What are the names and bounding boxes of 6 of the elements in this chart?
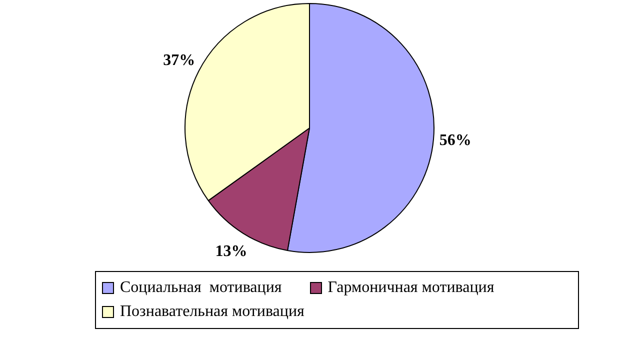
legend-label: Познавательная мотивация — [120, 303, 304, 321]
data-label: 56% — [439, 132, 472, 150]
legend-label: Гармоничная мотивация — [328, 279, 494, 297]
data-label: 37% — [163, 52, 196, 70]
legend-label: Социальная мотивация — [120, 279, 282, 297]
data-label: 13% — [215, 243, 248, 260]
